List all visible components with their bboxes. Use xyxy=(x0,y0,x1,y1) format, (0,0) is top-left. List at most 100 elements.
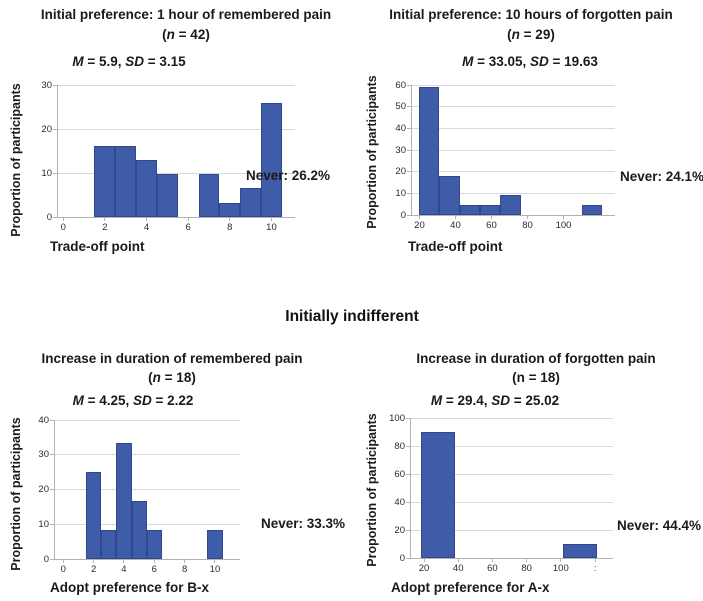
mean-symbol: M xyxy=(72,54,84,69)
plot-area: 0 10 20 30 40 50 60 20 40 60 80 100 xyxy=(395,80,615,231)
sd-symbol: SD xyxy=(125,54,144,69)
x-tick-label: 80 xyxy=(521,563,532,574)
x-tick-mark xyxy=(214,559,216,563)
y-tick-mark xyxy=(406,557,410,559)
y-tick-mark xyxy=(407,149,411,151)
x-tick-label: 10 xyxy=(209,564,221,575)
y-tick-label: 10 xyxy=(41,167,52,179)
x-tick-label: 40 xyxy=(450,220,461,231)
gridline xyxy=(411,171,615,173)
x-tick-mark xyxy=(526,558,528,562)
y-tick-label: 0 xyxy=(400,209,406,221)
histogram-bar xyxy=(500,195,521,215)
x-axis-label: Trade-off point xyxy=(408,239,503,254)
x-axis-label: Trade-off point xyxy=(50,239,145,254)
y-tick-label: 20 xyxy=(394,524,405,536)
n-line-pre: ( xyxy=(148,370,153,385)
chart-subtitle-n: (n = 18) xyxy=(512,368,560,387)
histogram-bar xyxy=(581,205,603,215)
chart-title: Increase in duration of forgotten pain xyxy=(416,351,656,366)
never-annotation: Never: 26.2% xyxy=(246,168,331,183)
x-tick-mark xyxy=(560,558,562,562)
y-tick-mark xyxy=(407,127,411,129)
gridline xyxy=(411,84,615,86)
gridline xyxy=(410,445,613,447)
y-tick-label: 30 xyxy=(41,79,52,91)
stats-line: M = 33.05, SD = 19.63 xyxy=(462,54,598,69)
y-tick-label: 0 xyxy=(399,552,405,564)
y-axis-label: Proportion of participants xyxy=(365,75,379,229)
x-tick-label: 8 xyxy=(181,564,188,575)
histogram-bar xyxy=(207,530,223,559)
sd-value: = 25.02 xyxy=(510,393,560,408)
y-tick-mark xyxy=(50,489,54,490)
x-axis-line xyxy=(411,214,615,216)
y-tick-mark xyxy=(406,501,410,503)
x-tick-mark xyxy=(457,558,459,562)
gridline xyxy=(410,529,613,531)
gridline xyxy=(411,106,615,108)
histogram-bar xyxy=(562,544,598,558)
never-annotation: Never: 24.1% xyxy=(620,169,703,184)
histogram-bar xyxy=(136,160,157,217)
x-tick-label: 0 xyxy=(60,222,66,233)
y-axis-label: Proportion of participants xyxy=(365,413,379,567)
x-tick-mark xyxy=(62,217,64,221)
y-tick-label: 30 xyxy=(38,449,49,461)
histogram-bar xyxy=(261,103,282,217)
histogram-bar xyxy=(101,530,117,559)
histogram-bar xyxy=(420,432,456,558)
y-tick-mark xyxy=(406,445,410,447)
gridline xyxy=(410,501,613,503)
n-symbol: n xyxy=(166,27,175,42)
x-tick-mark xyxy=(229,217,231,221)
gridline xyxy=(54,419,240,421)
mean-value: = 5.9, xyxy=(83,54,126,69)
stats-line: M = 5.9, SD = 3.15 xyxy=(72,54,185,69)
histogram-bar xyxy=(115,146,137,217)
x-axis-line xyxy=(54,558,240,560)
y-tick-label: 50 xyxy=(395,101,406,113)
mean-symbol: M xyxy=(72,393,84,408)
chart-title: Initial preference: 1 hour of remembered… xyxy=(40,7,332,22)
gridline xyxy=(411,149,615,151)
y-tick-mark xyxy=(53,216,57,218)
x-tick-label: 80 xyxy=(522,220,533,231)
x-tick-label: 100 xyxy=(552,563,569,574)
gridline xyxy=(410,417,613,419)
histogram-bar xyxy=(116,443,132,559)
n-line-pre: ( xyxy=(512,370,517,385)
histogram-bar xyxy=(146,530,162,559)
sd-symbol: SD xyxy=(132,393,152,408)
y-axis-line xyxy=(54,420,55,559)
x-axis-label: Adopt preference for A-x xyxy=(391,580,550,595)
histogram-bar xyxy=(439,175,460,215)
gridline xyxy=(410,473,613,475)
x-tick-mark xyxy=(184,559,186,563)
x-tick-mark xyxy=(62,559,64,563)
n-line-pre: ( xyxy=(507,27,512,42)
gridline xyxy=(57,128,295,130)
x-tick-mark xyxy=(490,215,492,219)
y-tick-label: 100 xyxy=(389,412,405,424)
y-tick-mark xyxy=(53,172,57,174)
x-tick-label: 0 xyxy=(60,564,66,575)
sd-value: = 3.15 xyxy=(144,54,186,69)
y-tick-label: 40 xyxy=(394,496,405,508)
y-tick-mark xyxy=(407,192,411,194)
y-tick-label: 0 xyxy=(43,553,49,565)
never-annotation: Never: 33.3% xyxy=(261,516,346,531)
plot-area: 0 20 40 60 80 100 20 40 60 80 100: xyxy=(389,413,613,574)
chart-subtitle-n: (n = 29) xyxy=(507,25,555,44)
histogram-bar xyxy=(240,188,262,217)
plot-area: 0 10 20 30 0 2 4 6 8 10 xyxy=(41,80,295,233)
chart-title: Initial preference: 10 hours of forgotte… xyxy=(389,7,673,22)
y-axis-line xyxy=(410,418,411,558)
histogram-bar xyxy=(94,146,116,217)
x-tick-mark xyxy=(423,558,425,562)
chart-subtitle-n: (n = 18) xyxy=(148,368,196,387)
histogram-bar xyxy=(219,202,241,217)
y-tick-label: 10 xyxy=(38,518,49,530)
sd-value: = 2.22 xyxy=(151,393,194,408)
y-tick-mark xyxy=(50,454,54,456)
